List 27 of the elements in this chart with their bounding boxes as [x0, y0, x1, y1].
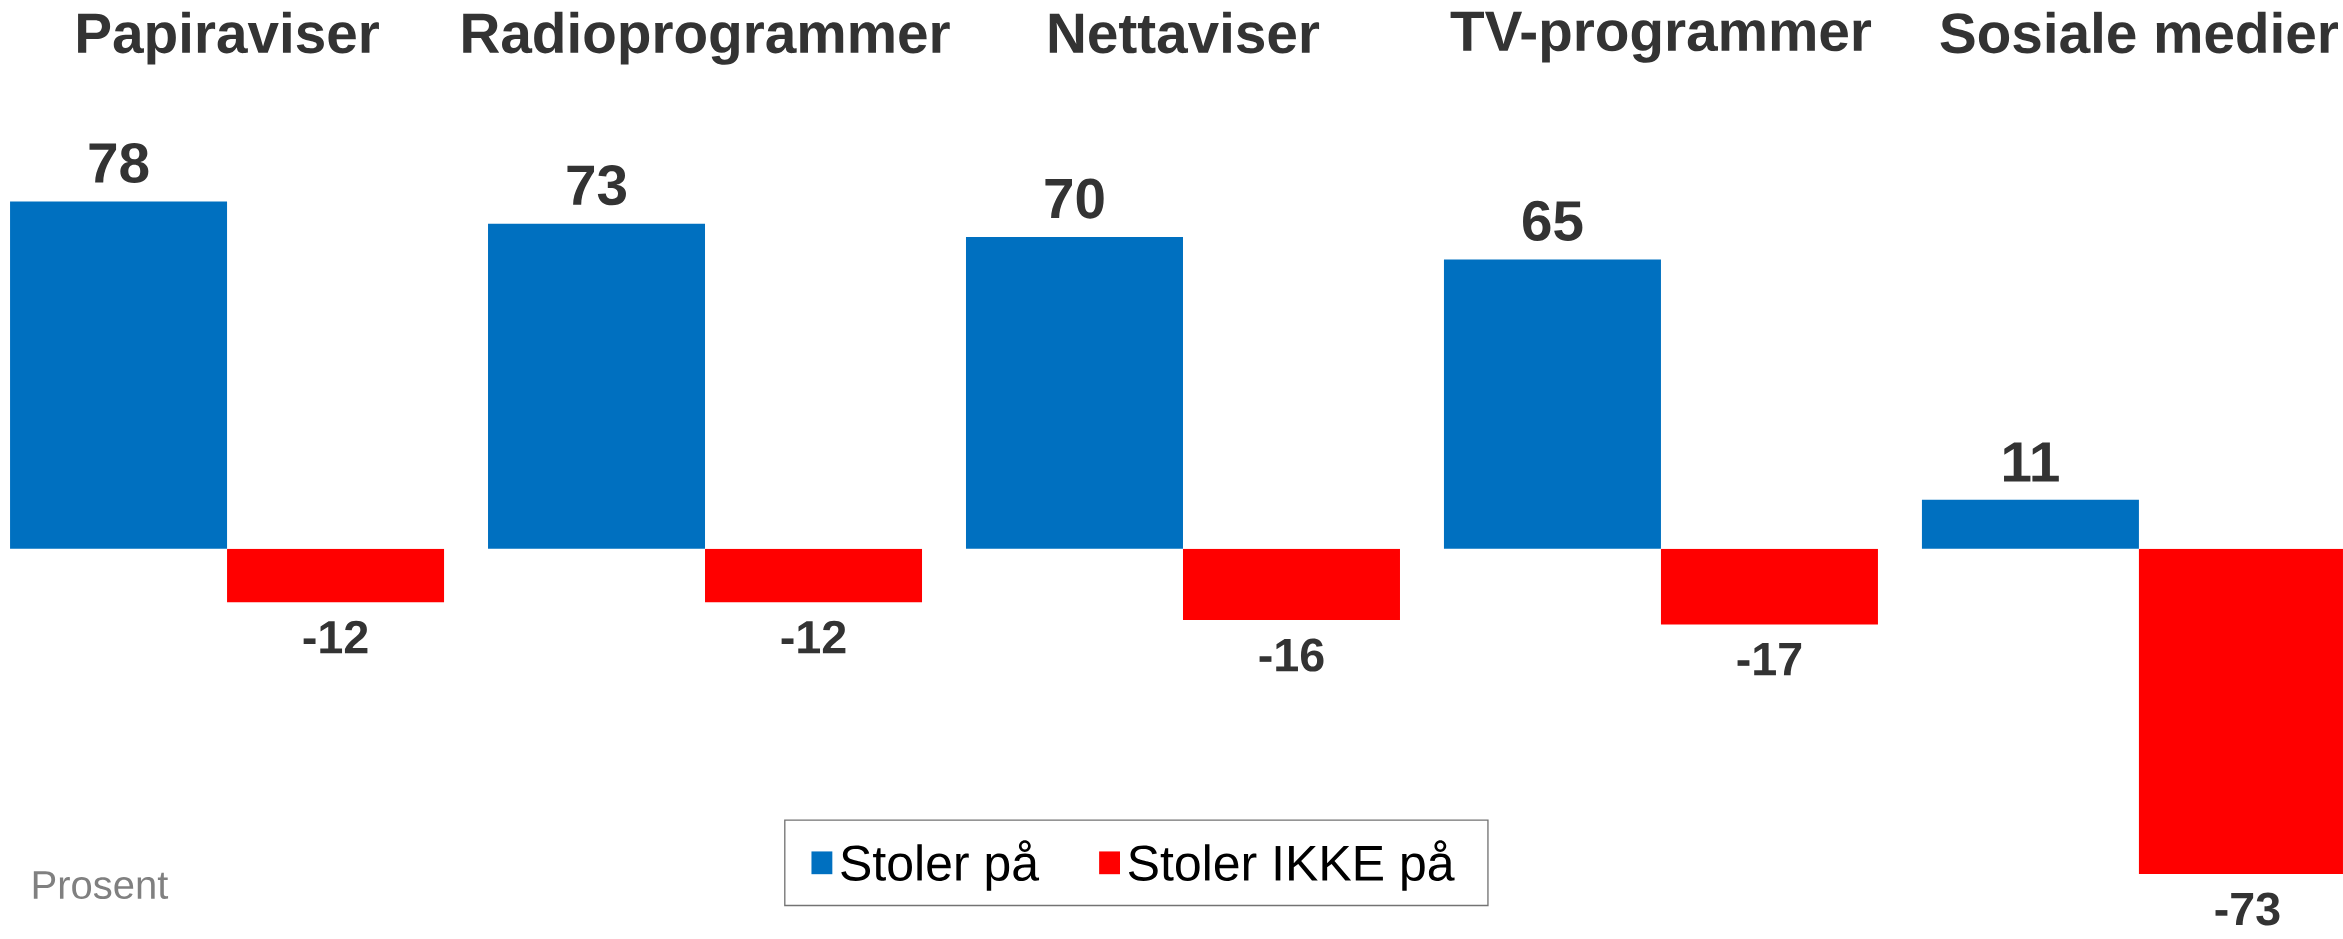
data-label: -16 — [1259, 638, 1324, 672]
legend-label: Stoler på — [841, 840, 1040, 891]
data-label: 70 — [1045, 178, 1104, 219]
bar — [1443, 259, 1661, 549]
data-label: -17 — [1737, 643, 1802, 676]
bar — [1182, 548, 1400, 621]
data-label: 11 — [2004, 442, 2059, 482]
data-label: -12 — [303, 620, 368, 654]
data-label: -12 — [781, 620, 846, 654]
x-tick-label: TV-programmer — [1450, 11, 1872, 63]
x-tick-label: Radioprogrammer — [463, 11, 950, 65]
bar — [488, 223, 706, 549]
data-label: -73 — [2215, 892, 2280, 926]
bar — [10, 201, 228, 549]
data-label: 65 — [1523, 200, 1583, 241]
data-label: 78 — [89, 142, 149, 184]
legend-label: Stoler IKKE på — [1128, 840, 1455, 891]
bar — [705, 548, 923, 603]
x-tick-label: Sosiale medier — [1940, 11, 2338, 54]
bar — [1921, 499, 2139, 549]
bar — [1660, 548, 1878, 625]
bar — [227, 548, 445, 603]
x-tick-label: Papiraviser — [78, 11, 379, 65]
x-tick-label: Nettaviser — [1049, 11, 1320, 54]
annotation: Prosent — [33, 871, 169, 900]
bar — [965, 237, 1183, 549]
data-label: 73 — [567, 165, 626, 206]
